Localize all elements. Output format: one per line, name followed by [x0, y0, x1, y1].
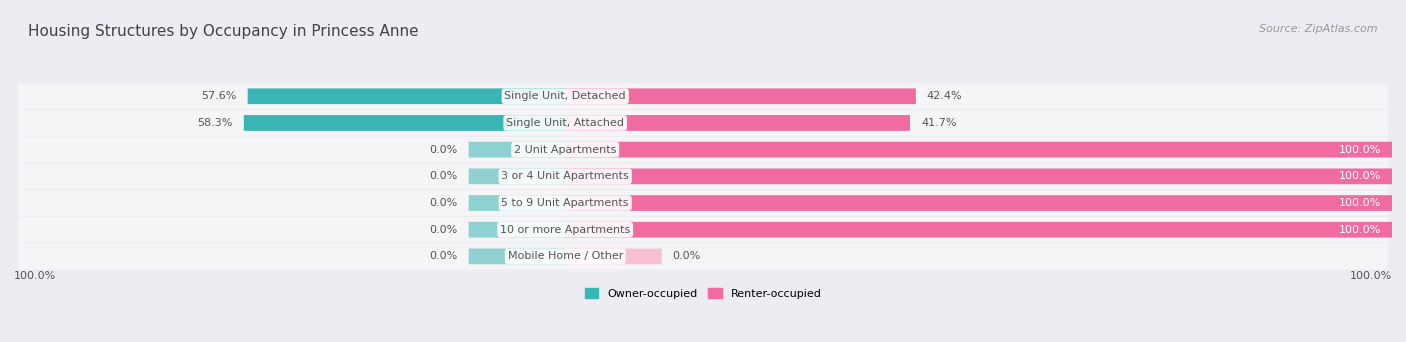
FancyBboxPatch shape — [18, 244, 1388, 269]
Text: Single Unit, Attached: Single Unit, Attached — [506, 118, 624, 128]
Text: 3 or 4 Unit Apartments: 3 or 4 Unit Apartments — [502, 171, 628, 181]
Text: 2 Unit Apartments: 2 Unit Apartments — [515, 145, 616, 155]
FancyBboxPatch shape — [247, 88, 565, 104]
FancyBboxPatch shape — [468, 222, 565, 238]
FancyBboxPatch shape — [18, 163, 1388, 189]
Text: 100.0%: 100.0% — [1339, 225, 1381, 235]
Text: 100.0%: 100.0% — [1339, 145, 1381, 155]
Text: Housing Structures by Occupancy in Princess Anne: Housing Structures by Occupancy in Princ… — [28, 24, 419, 39]
FancyBboxPatch shape — [468, 169, 565, 184]
Text: 0.0%: 0.0% — [429, 145, 458, 155]
Text: 0.0%: 0.0% — [429, 251, 458, 261]
FancyBboxPatch shape — [18, 137, 1388, 162]
FancyBboxPatch shape — [468, 249, 565, 264]
FancyBboxPatch shape — [565, 249, 662, 264]
Text: 0.0%: 0.0% — [429, 225, 458, 235]
Text: 100.0%: 100.0% — [1339, 171, 1381, 181]
FancyBboxPatch shape — [565, 88, 915, 104]
Text: 10 or more Apartments: 10 or more Apartments — [501, 225, 630, 235]
Text: 5 to 9 Unit Apartments: 5 to 9 Unit Apartments — [502, 198, 628, 208]
FancyBboxPatch shape — [565, 115, 910, 131]
Text: 100.0%: 100.0% — [14, 272, 56, 281]
Legend: Owner-occupied, Renter-occupied: Owner-occupied, Renter-occupied — [581, 284, 825, 303]
Text: 57.6%: 57.6% — [201, 91, 236, 101]
Text: 0.0%: 0.0% — [429, 171, 458, 181]
Text: Mobile Home / Other: Mobile Home / Other — [508, 251, 623, 261]
Text: 41.7%: 41.7% — [921, 118, 956, 128]
Text: 58.3%: 58.3% — [197, 118, 233, 128]
Text: Source: ZipAtlas.com: Source: ZipAtlas.com — [1260, 24, 1378, 34]
FancyBboxPatch shape — [18, 110, 1388, 136]
Text: Single Unit, Detached: Single Unit, Detached — [505, 91, 626, 101]
Text: 0.0%: 0.0% — [672, 251, 702, 261]
FancyBboxPatch shape — [468, 142, 565, 158]
FancyBboxPatch shape — [243, 115, 565, 131]
FancyBboxPatch shape — [565, 222, 1392, 238]
Text: 0.0%: 0.0% — [429, 198, 458, 208]
Text: 100.0%: 100.0% — [1339, 198, 1381, 208]
FancyBboxPatch shape — [565, 169, 1392, 184]
FancyBboxPatch shape — [18, 83, 1388, 109]
FancyBboxPatch shape — [468, 195, 565, 211]
FancyBboxPatch shape — [565, 195, 1392, 211]
FancyBboxPatch shape — [18, 217, 1388, 242]
Text: 100.0%: 100.0% — [1350, 272, 1392, 281]
FancyBboxPatch shape — [565, 142, 1392, 158]
FancyBboxPatch shape — [18, 190, 1388, 216]
Text: 42.4%: 42.4% — [927, 91, 962, 101]
